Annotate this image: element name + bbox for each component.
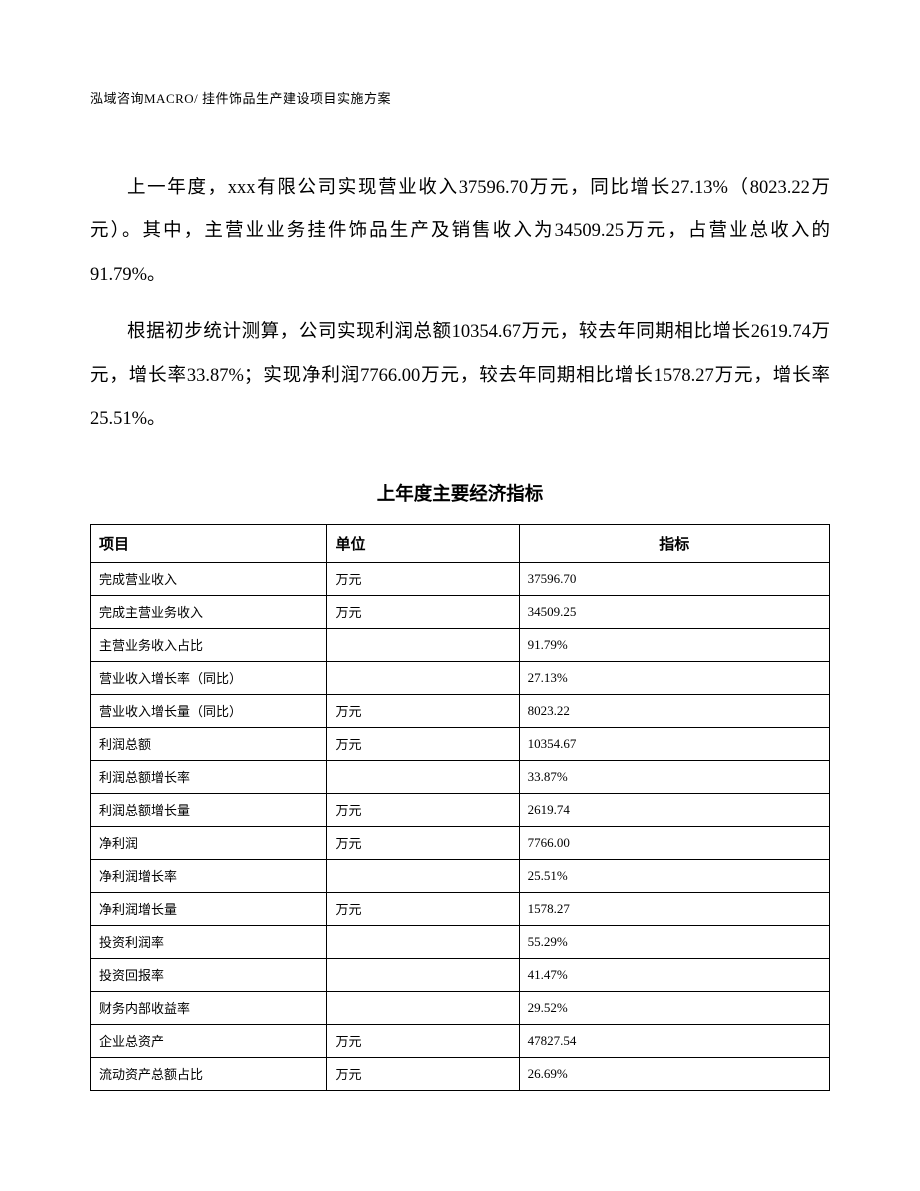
cell-unit [327,859,519,892]
table-row: 净利润增长量万元1578.27 [91,892,830,925]
cell-indicator: 8023.22 [519,694,829,727]
cell-item: 营业收入增长量（同比） [91,694,327,727]
cell-indicator: 26.69% [519,1057,829,1090]
cell-item: 利润总额增长率 [91,760,327,793]
cell-unit: 万元 [327,793,519,826]
table-row: 利润总额万元10354.67 [91,727,830,760]
cell-item: 流动资产总额占比 [91,1057,327,1090]
table-row: 利润总额增长率 33.87% [91,760,830,793]
cell-item: 完成主营业务收入 [91,595,327,628]
cell-indicator: 1578.27 [519,892,829,925]
cell-indicator: 37596.70 [519,562,829,595]
cell-unit [327,628,519,661]
col-indicator-header: 指标 [519,524,829,562]
cell-item: 净利润增长率 [91,859,327,892]
cell-unit [327,661,519,694]
cell-indicator: 25.51% [519,859,829,892]
cell-indicator: 41.47% [519,958,829,991]
table-row: 流动资产总额占比万元26.69% [91,1057,830,1090]
cell-unit: 万元 [327,694,519,727]
paragraph-1: 上一年度，xxx有限公司实现营业收入37596.70万元，同比增长27.13%（… [90,167,830,297]
table-row: 净利润万元7766.00 [91,826,830,859]
cell-unit: 万元 [327,1057,519,1090]
cell-indicator: 27.13% [519,661,829,694]
table-row: 投资回报率 41.47% [91,958,830,991]
table-row: 利润总额增长量万元2619.74 [91,793,830,826]
table-title: 上年度主要经济指标 [90,480,830,506]
cell-item: 利润总额 [91,727,327,760]
table-header-row: 项目 单位 指标 [91,524,830,562]
cell-item: 利润总额增长量 [91,793,327,826]
cell-unit [327,925,519,958]
cell-indicator: 10354.67 [519,727,829,760]
col-unit-header: 单位 [327,524,519,562]
cell-item: 主营业务收入占比 [91,628,327,661]
cell-indicator: 91.79% [519,628,829,661]
table-row: 企业总资产万元47827.54 [91,1024,830,1057]
cell-indicator: 2619.74 [519,793,829,826]
cell-unit: 万元 [327,826,519,859]
cell-item: 财务内部收益率 [91,991,327,1024]
cell-item: 企业总资产 [91,1024,327,1057]
cell-indicator: 55.29% [519,925,829,958]
cell-unit [327,958,519,991]
cell-indicator: 29.52% [519,991,829,1024]
table-row: 投资利润率 55.29% [91,925,830,958]
cell-item: 投资回报率 [91,958,327,991]
cell-item: 营业收入增长率（同比） [91,661,327,694]
cell-indicator: 7766.00 [519,826,829,859]
cell-indicator: 34509.25 [519,595,829,628]
document-header: 泓域咨询MACRO/ 挂件饰品生产建设项目实施方案 [90,88,830,107]
cell-unit: 万元 [327,892,519,925]
paragraph-2: 根据初步统计测算，公司实现利润总额10354.67万元，较去年同期相比增长261… [90,311,830,441]
cell-item: 投资利润率 [91,925,327,958]
table-row: 主营业务收入占比 91.79% [91,628,830,661]
table-row: 完成营业收入万元37596.70 [91,562,830,595]
cell-unit: 万元 [327,562,519,595]
cell-unit: 万元 [327,595,519,628]
cell-indicator: 47827.54 [519,1024,829,1057]
table-row: 营业收入增长率（同比） 27.13% [91,661,830,694]
cell-unit: 万元 [327,727,519,760]
table-row: 净利润增长率 25.51% [91,859,830,892]
cell-unit [327,991,519,1024]
economic-indicators-table: 项目 单位 指标 完成营业收入万元37596.70完成主营业务收入万元34509… [90,524,830,1091]
table-row: 营业收入增长量（同比）万元8023.22 [91,694,830,727]
cell-item: 完成营业收入 [91,562,327,595]
table-row: 财务内部收益率 29.52% [91,991,830,1024]
cell-unit [327,760,519,793]
cell-item: 净利润增长量 [91,892,327,925]
cell-item: 净利润 [91,826,327,859]
cell-unit: 万元 [327,1024,519,1057]
col-item-header: 项目 [91,524,327,562]
cell-indicator: 33.87% [519,760,829,793]
table-row: 完成主营业务收入万元34509.25 [91,595,830,628]
